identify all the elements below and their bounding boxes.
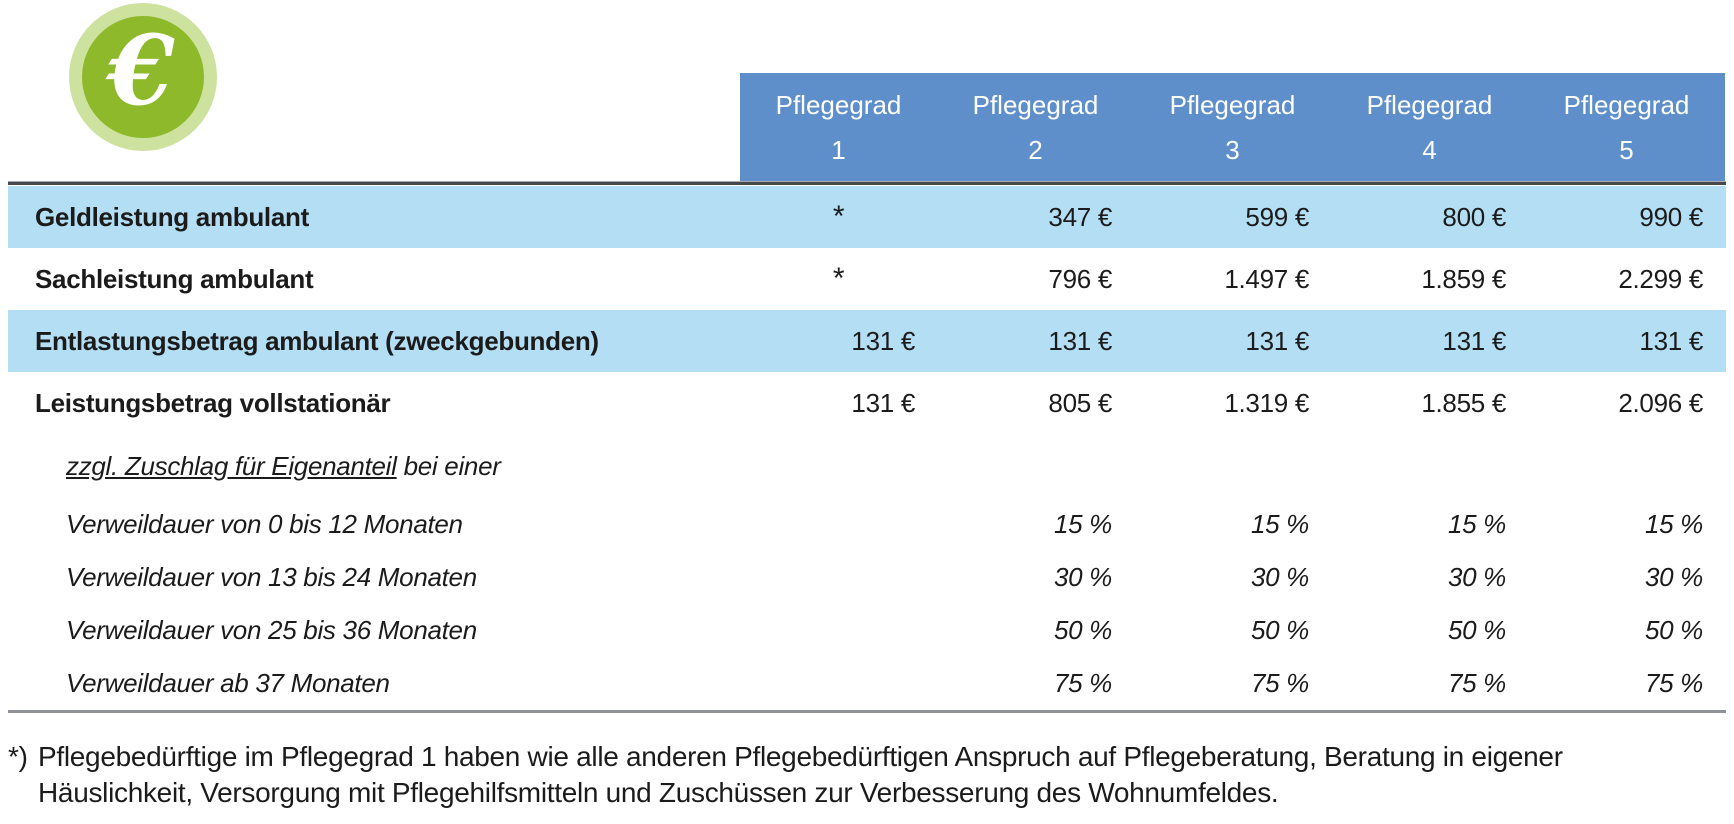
cell-value: 800 € bbox=[1442, 201, 1506, 232]
table-row: Verweildauer ab 37 Monaten 75 % 75 % 75 % 7… bbox=[8, 657, 1726, 710]
row-label: Verweildauer von 0 bis 12 Monaten bbox=[8, 509, 740, 540]
table-row: Verweildauer von 25 bis 36 Monaten 50 % 5… bbox=[8, 604, 1726, 657]
cell-value: 2.096 € bbox=[1618, 387, 1703, 418]
row-label-part: Verweildauer von 13 bis 24 Monaten bbox=[66, 562, 477, 592]
cell-value: 990 € bbox=[1639, 201, 1703, 232]
column-header-title: Pflegegrad bbox=[1366, 90, 1493, 120]
row-label-part: Verweildauer von 0 bis 12 Monaten bbox=[66, 509, 463, 539]
table-row: Geldleistung ambulant * 347 € 599 € 800 € 99… bbox=[8, 186, 1726, 248]
cell-value: 15 % bbox=[1447, 509, 1506, 539]
cell-value: 2.299 € bbox=[1618, 263, 1703, 294]
row-label-part: Verweildauer ab 37 Monaten bbox=[66, 668, 390, 698]
table-row: Leistungsbetrag vollstationär 131 € 805 €… bbox=[8, 372, 1726, 434]
table-row: Verweildauer von 0 bis 12 Monaten 15 % 15… bbox=[8, 498, 1726, 551]
table-row: zzgl. Zuschlag für Eigenanteil bei einer bbox=[8, 434, 1726, 498]
cell-value: 30 % bbox=[1447, 562, 1506, 592]
cell-value: 75 % bbox=[1250, 668, 1309, 698]
column-header-grade: 1 bbox=[831, 135, 846, 165]
row-label-part: Entlastungsbetrag ambulant (zweckgebunde… bbox=[35, 325, 599, 356]
cell-value: 15 % bbox=[1250, 509, 1309, 539]
cell-value: 1.859 € bbox=[1421, 263, 1506, 294]
column-header-grade: 4 bbox=[1422, 135, 1437, 165]
column-header-title: Pflegegrad bbox=[1563, 90, 1690, 120]
cell-value: 805 € bbox=[1048, 387, 1112, 418]
column-header: Pflegegrad 2 bbox=[937, 73, 1134, 182]
euro-icon: € bbox=[69, 3, 217, 151]
table-body: Geldleistung ambulant * 347 € 599 € 800 € 99… bbox=[8, 186, 1726, 710]
row-label-part: Geldleistung ambulant bbox=[35, 201, 309, 232]
column-header-grade: 3 bbox=[1225, 135, 1240, 165]
top-rule bbox=[8, 181, 1726, 185]
row-label: Leistungsbetrag vollstationär bbox=[8, 388, 740, 419]
footnote-marker: *) bbox=[8, 741, 28, 772]
row-label: Verweildauer ab 37 Monaten bbox=[8, 668, 740, 699]
column-header: Pflegegrad 1 bbox=[740, 73, 937, 182]
row-label: zzgl. Zuschlag für Eigenanteil bei einer bbox=[8, 451, 740, 482]
cell-value: 131 € bbox=[851, 387, 915, 418]
table-row: Entlastungsbetrag ambulant (zweckgebunde… bbox=[8, 310, 1726, 372]
euro-symbol: € bbox=[107, 14, 175, 127]
cell-value: 15 % bbox=[1644, 509, 1703, 539]
cell-value: 131 € bbox=[1048, 325, 1112, 356]
euro-icon-inner-circle: € bbox=[82, 16, 204, 138]
cell-value: 75 % bbox=[1644, 668, 1703, 698]
cell-value: 30 % bbox=[1644, 562, 1703, 592]
row-label: Verweildauer von 25 bis 36 Monaten bbox=[8, 615, 740, 646]
cell-value: 15 % bbox=[1053, 509, 1112, 539]
cell-value: 347 € bbox=[1048, 201, 1112, 232]
row-label: Entlastungsbetrag ambulant (zweckgebunde… bbox=[8, 326, 740, 357]
row-label-part: bei einer bbox=[396, 450, 501, 481]
cell-value: 131 € bbox=[1442, 325, 1506, 356]
footnote: *) Pflegebedürftige im Pflegegrad 1 habe… bbox=[8, 739, 1563, 811]
row-label-part: zzgl. Zuschlag für Eigenanteil bbox=[66, 450, 397, 481]
column-header-grade: 2 bbox=[1028, 135, 1043, 165]
table-row: Verweildauer von 13 bis 24 Monaten 30 % 3… bbox=[8, 551, 1726, 604]
cell-value: 75 % bbox=[1447, 668, 1506, 698]
cell-value: 1.319 € bbox=[1224, 387, 1309, 418]
footnote-text: Pflegebedürftige im Pflegegrad 1 haben w… bbox=[38, 741, 1563, 808]
cell-value: 131 € bbox=[851, 325, 915, 356]
column-header: Pflegegrad 4 bbox=[1331, 73, 1528, 182]
cell-value: 1.855 € bbox=[1421, 387, 1506, 418]
cell-value: 131 € bbox=[1245, 325, 1309, 356]
column-header-title: Pflegegrad bbox=[1169, 90, 1296, 120]
cell-value: * bbox=[832, 200, 845, 233]
cell-value: 796 € bbox=[1048, 263, 1112, 294]
table-header-row: Pflegegrad 1 Pflegegrad 2 Pflegegrad 3 P… bbox=[740, 73, 1725, 182]
row-label-part: Leistungsbetrag vollstationär bbox=[35, 387, 391, 418]
table-row: Sachleistung ambulant * 796 € 1.497 € 1.859… bbox=[8, 248, 1726, 310]
cell-value: 131 € bbox=[1639, 325, 1703, 356]
cell-value: * bbox=[832, 262, 845, 295]
cell-value: 50 % bbox=[1250, 615, 1309, 645]
row-label-part: Sachleistung ambulant bbox=[35, 263, 314, 294]
cell-value: 30 % bbox=[1053, 562, 1112, 592]
cell-value: 1.497 € bbox=[1224, 263, 1309, 294]
cell-value: 50 % bbox=[1644, 615, 1703, 645]
column-header-grade: 5 bbox=[1619, 135, 1634, 165]
row-label: Sachleistung ambulant bbox=[8, 264, 740, 295]
cell-value: 50 % bbox=[1053, 615, 1112, 645]
row-label: Verweildauer von 13 bis 24 Monaten bbox=[8, 562, 740, 593]
cell-value: 75 % bbox=[1053, 668, 1112, 698]
column-header: Pflegegrad 3 bbox=[1134, 73, 1331, 182]
column-header-title: Pflegegrad bbox=[775, 90, 902, 120]
row-label: Geldleistung ambulant bbox=[8, 202, 740, 233]
cell-value: 50 % bbox=[1447, 615, 1506, 645]
row-label-part: Verweildauer von 25 bis 36 Monaten bbox=[66, 615, 477, 645]
bottom-rule bbox=[8, 710, 1726, 713]
column-header-title: Pflegegrad bbox=[972, 90, 1099, 120]
column-header: Pflegegrad 5 bbox=[1528, 73, 1725, 182]
cell-value: 599 € bbox=[1245, 201, 1309, 232]
cell-value: 30 % bbox=[1250, 562, 1309, 592]
